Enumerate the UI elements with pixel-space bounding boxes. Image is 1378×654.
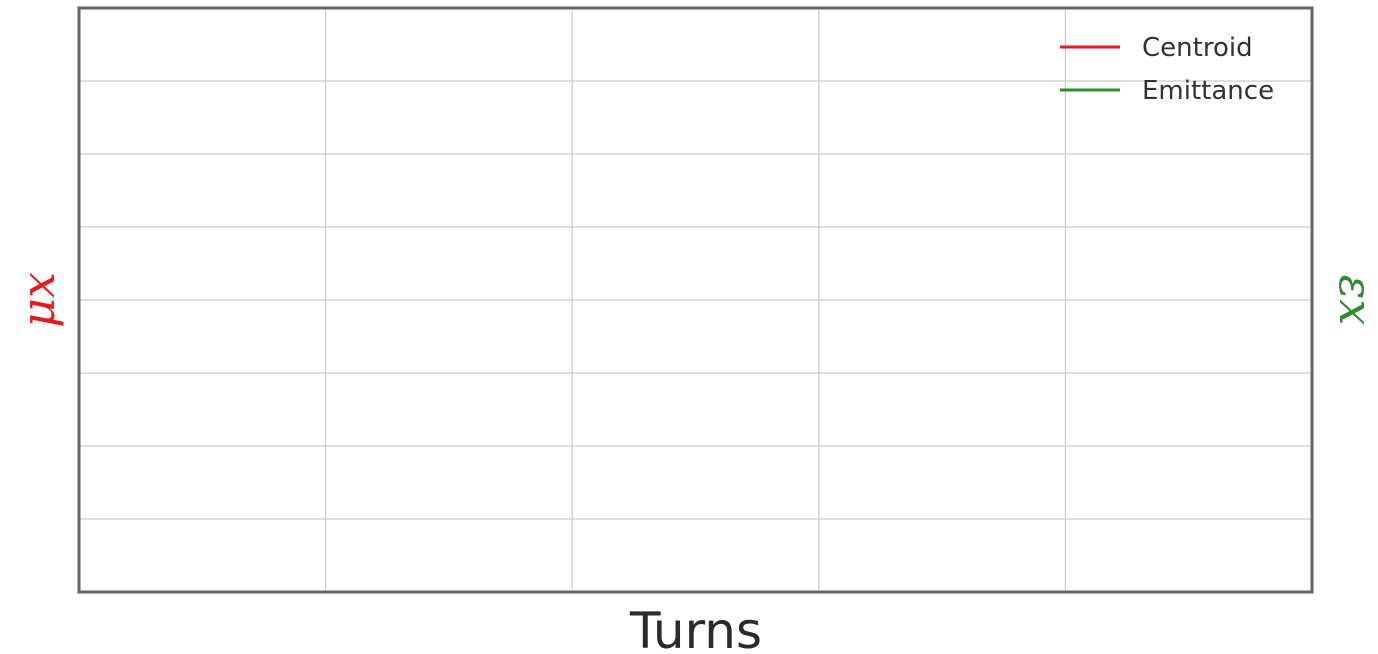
grid xyxy=(79,8,1312,592)
legend-label-emittance: Emittance xyxy=(1142,76,1274,106)
y-axis-label-left: μx xyxy=(11,272,65,328)
y-axis-label-right: εx xyxy=(1329,275,1378,326)
plot-frame xyxy=(77,6,1314,594)
x-axis-label: Turns xyxy=(629,602,762,654)
legend-label-centroid: Centroid xyxy=(1142,33,1253,63)
legend: Centroid Emittance xyxy=(1060,33,1274,106)
